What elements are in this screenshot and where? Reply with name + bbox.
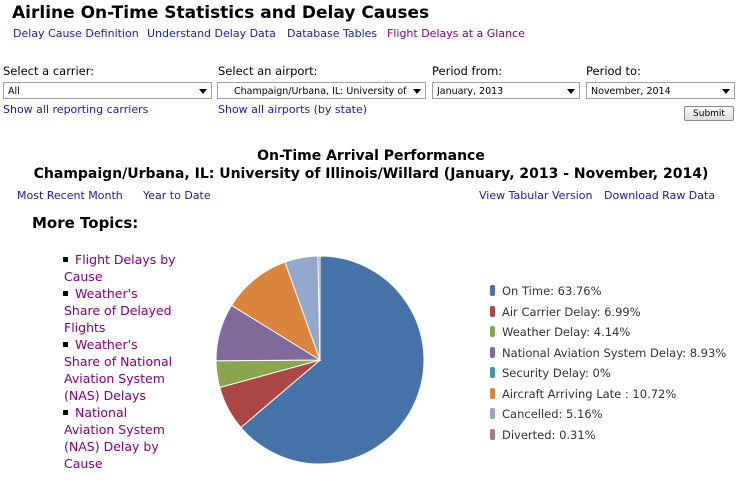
report-subheading: Champaign/Urbana, IL: University of Illi… [33, 166, 709, 182]
legend-item-on-time[interactable]: On Time: 63.76% [490, 283, 726, 304]
link-database-tables[interactable]: Database Tables [287, 27, 378, 40]
topic-link-weather-share-nas[interactable]: Weather's Share of National Aviation Sys… [64, 337, 173, 403]
legend-swatch [490, 346, 495, 358]
pie-slice-cancelled[interactable] [284, 255, 321, 361]
legend-swatch [490, 387, 495, 399]
list-item[interactable]: Weather's Share of National Aviation Sys… [63, 336, 176, 404]
legend-item-diverted[interactable]: Diverted: 0.31% [490, 427, 726, 448]
list-item[interactable]: Flight Delays by Cause [63, 251, 176, 285]
legend-item-air-carrier-delay[interactable]: Air Carrier Delay: 6.99% [490, 304, 726, 325]
legend-label: National Aviation System Delay: 8.93% [502, 345, 727, 360]
legend-swatch [490, 326, 495, 337]
bullet-icon [63, 257, 68, 262]
bullet-icon [63, 410, 68, 415]
carrier-select[interactable]: All [3, 82, 212, 99]
period-from-value: January, 2013 [437, 86, 504, 97]
list-item[interactable]: National Aviation System (NAS) Delay by … [63, 404, 176, 472]
period-from-select[interactable]: January, 2013 [432, 82, 580, 99]
period-to-value: November, 2014 [591, 86, 671, 97]
submit-button[interactable]: Submit [684, 106, 734, 121]
legend-swatch [490, 285, 495, 296]
legend-label: Air Carrier Delay: 6.99% [502, 304, 641, 319]
more-topics-list: Flight Delays by Cause Weather's Share o… [63, 251, 176, 472]
link-flight-delays-at-a-glance[interactable]: Flight Delays at a Glance [387, 27, 525, 40]
topic-link-weather-share-delayed[interactable]: Weather's Share of Delayed Flights [64, 286, 172, 335]
pie-slice-national-aviation-system-delay[interactable] [215, 304, 322, 362]
topic-link-nas-delay-by-cause[interactable]: National Aviation System (NAS) Delay by … [64, 405, 165, 471]
most-recent-month-link[interactable]: Most Recent Month [17, 189, 123, 202]
legend-swatch [490, 305, 495, 317]
bullet-icon [63, 291, 68, 296]
pie-slice-air-carrier-delay[interactable] [219, 359, 321, 429]
airport-select-value: Champaign/Urbana, IL: University of [234, 86, 407, 97]
chevron-down-icon [567, 89, 575, 94]
year-to-date-link[interactable]: Year to Date [143, 189, 211, 202]
bullet-icon [63, 342, 68, 347]
legend-swatch [490, 367, 495, 378]
carrier-label: Select a carrier: [3, 64, 95, 78]
legend-item-aircraft-arriving-late[interactable]: Aircraft Arriving Late : 10.72% [490, 386, 726, 407]
pie-slice-aircraft-arriving-late[interactable] [230, 261, 321, 362]
legend-label: Aircraft Arriving Late : 10.72% [502, 386, 677, 401]
link-understand-delay-data[interactable]: Understand Delay Data [147, 27, 276, 40]
show-all-carriers-link[interactable]: Show all reporting carriers [3, 103, 149, 116]
pie-slice-on-time[interactable] [240, 255, 425, 465]
topic-link-flight-delays-by-cause[interactable]: Flight Delays by Cause [64, 252, 176, 284]
legend-label: On Time: 63.76% [502, 284, 602, 298]
airport-select[interactable]: Champaign/Urbana, IL: University of [217, 82, 426, 99]
chart-legend: On Time: 63.76% Air Carrier Delay: 6.99% W… [490, 283, 726, 447]
legend-item-cancelled[interactable]: Cancelled: 5.16% [490, 406, 726, 427]
legend-label: Weather Delay: 4.14% [502, 325, 631, 339]
legend-label: Diverted: 0.31% [502, 427, 596, 442]
period-to-label: Period to: [586, 64, 641, 78]
show-all-airports-link[interactable]: Show all airports (by state) [218, 103, 368, 116]
period-to-select[interactable]: November, 2014 [586, 82, 735, 99]
legend-swatch [490, 428, 495, 440]
chevron-down-icon [199, 89, 207, 94]
legend-label: Cancelled: 5.16% [502, 407, 603, 421]
pie-slice-diverted[interactable] [317, 255, 321, 361]
legend-item-security-delay[interactable]: Security Delay: 0% [490, 365, 726, 386]
pie-slice-weather-delay[interactable] [215, 359, 321, 389]
more-topics-heading: More Topics: [32, 214, 139, 232]
legend-swatch [490, 408, 495, 419]
view-tabular-version-link[interactable]: View Tabular Version [479, 189, 593, 202]
airport-label: Select an airport: [218, 64, 318, 78]
report-heading: On-Time Arrival Performance [257, 148, 485, 164]
chevron-down-icon [413, 89, 421, 94]
legend-label: Security Delay: 0% [502, 366, 611, 380]
download-raw-data-link[interactable]: Download Raw Data [604, 189, 716, 202]
chevron-down-icon [722, 89, 730, 94]
legend-item-national-aviation-system-delay[interactable]: National Aviation System Delay: 8.93% [490, 345, 726, 366]
period-from-label: Period from: [432, 64, 503, 78]
legend-item-weather-delay[interactable]: Weather Delay: 4.14% [490, 324, 726, 345]
page-title: Airline On-Time Statistics and Delay Cau… [12, 3, 430, 23]
list-item[interactable]: Weather's Share of Delayed Flights [63, 285, 176, 336]
carrier-select-value: All [8, 86, 20, 97]
link-delay-cause-definition[interactable]: Delay Cause Definition [13, 27, 139, 40]
